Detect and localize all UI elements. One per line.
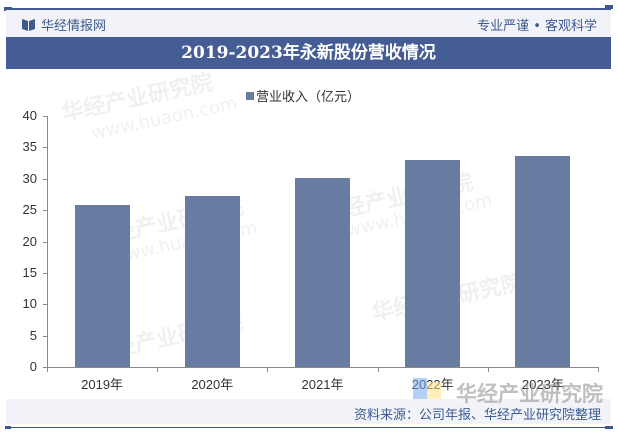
- legend: 营业收入（亿元）: [246, 86, 360, 105]
- y-tick: [43, 304, 48, 306]
- bottom-divider-cap-left: [5, 426, 11, 429]
- bottom-divider-cap-right: [605, 426, 613, 429]
- y-tick-label: 40: [22, 108, 37, 123]
- footer-bar: [6, 399, 611, 424]
- legend-label: 营业收入（亿元）: [256, 90, 361, 105]
- y-tick: [43, 210, 48, 212]
- bar-2021年: [295, 178, 350, 367]
- x-tick: [377, 367, 379, 372]
- book-icon: [22, 18, 35, 31]
- bar-2022年: [405, 159, 461, 367]
- y-tick-label: 35: [22, 139, 37, 155]
- x-tick: [598, 367, 599, 372]
- top-divider-cap-left: [4, 7, 12, 11]
- y-tick-label: 15: [22, 264, 37, 280]
- slogan: 专业严谨 • 客观科学: [477, 19, 597, 34]
- bottom-divider: [6, 427, 611, 428]
- x-tick: [267, 367, 269, 372]
- brand-name: 华经情报网: [41, 19, 107, 34]
- x-tick-label: 2019年: [81, 377, 124, 392]
- top-divider: [6, 8, 611, 10]
- x-tick: [487, 367, 489, 372]
- x-tick-label: 2020年: [191, 377, 234, 392]
- y-tick-label: 25: [22, 202, 37, 218]
- chart-title: 2019-2023年永新股份营收情况: [181, 43, 436, 63]
- top-divider-cap-right: [605, 5, 613, 9]
- y-tick: [43, 116, 48, 117]
- bar-2023年: [515, 156, 571, 367]
- y-tick: [43, 272, 48, 274]
- x-tick-label: 2023年: [521, 377, 564, 392]
- header-bar: [6, 10, 611, 37]
- bar-2020年: [184, 195, 240, 367]
- y-tick: [43, 147, 48, 149]
- x-tick: [47, 367, 48, 372]
- x-tick-label: 2021年: [301, 377, 344, 392]
- y-tick-label: 10: [22, 296, 37, 312]
- y-tick: [43, 335, 48, 337]
- y-tick-label: 20: [22, 233, 37, 249]
- title-bar: [6, 37, 611, 69]
- y-tick-label: 0: [29, 359, 37, 374]
- x-axis: [47, 367, 598, 368]
- y-tick: [43, 178, 48, 180]
- brand: 华经情报网: [22, 15, 106, 34]
- source-note: 资料来源：公司年报、华经产业研究院整理: [353, 408, 601, 423]
- bar-2019年: [74, 205, 130, 367]
- x-tick: [157, 367, 159, 372]
- y-tick: [43, 367, 48, 368]
- legend-swatch: [246, 91, 254, 100]
- y-tick: [43, 241, 48, 243]
- y-tick-label: 30: [22, 170, 37, 186]
- watermark-logo-text: 华经产业研究院: [456, 382, 603, 406]
- y-tick-label: 5: [29, 327, 37, 343]
